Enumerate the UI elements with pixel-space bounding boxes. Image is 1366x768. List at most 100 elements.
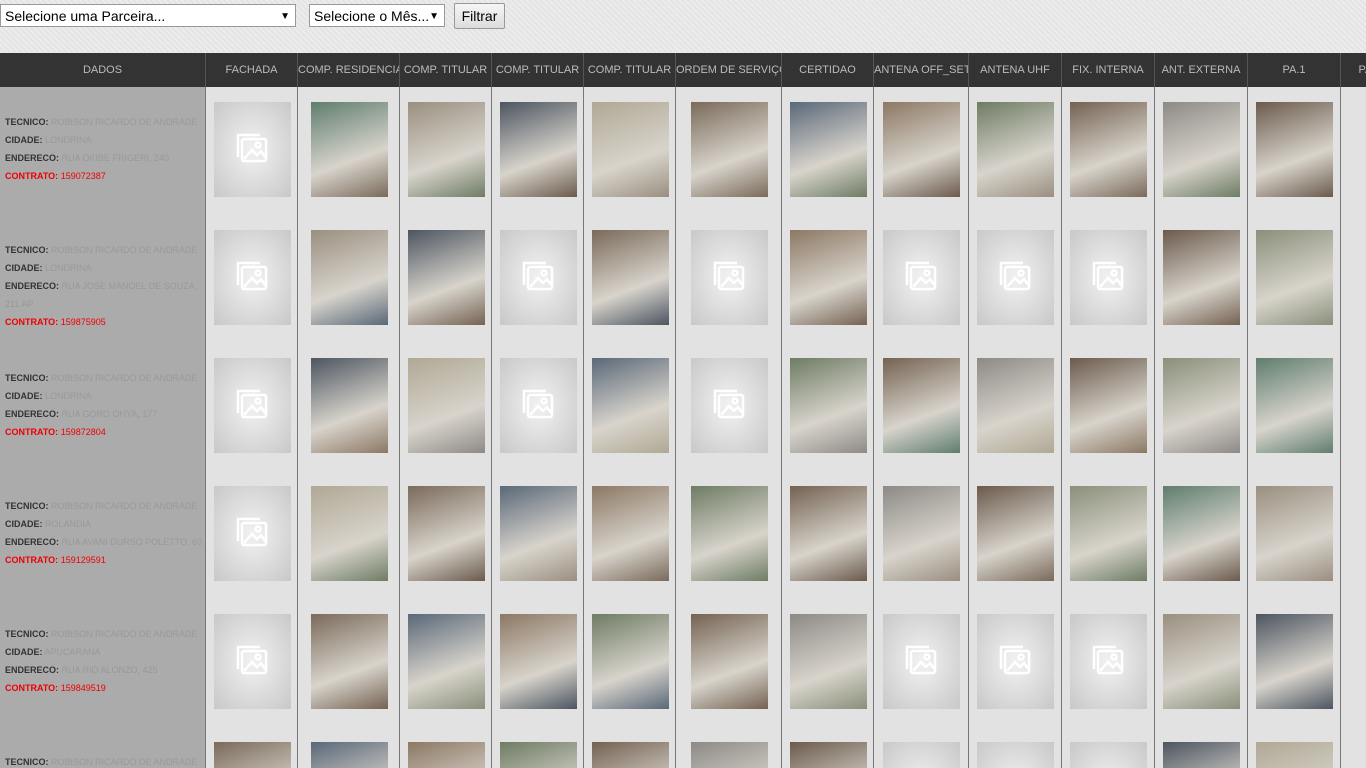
photo-thumb[interactable] (690, 486, 768, 581)
photo-thumb[interactable] (591, 230, 669, 325)
photo-thumb[interactable] (1256, 230, 1333, 325)
filter-button[interactable]: Filtrar (454, 3, 505, 29)
photo-thumb[interactable] (407, 486, 485, 581)
photo-thumb[interactable] (499, 486, 577, 581)
table-header: DADOS FACHADA COMP. RESIDENCIA COMP. TITULA… (0, 53, 1366, 87)
photo-thumb[interactable] (789, 486, 867, 581)
image-icon (232, 259, 272, 300)
info-line: CONTRATO: 159875905 (5, 313, 203, 331)
photo-thumb[interactable] (1163, 230, 1240, 325)
info-value: ROBISON RICARDO DE ANDRADE (51, 757, 198, 767)
photo-thumb[interactable] (1256, 614, 1333, 709)
placeholder-thumb[interactable] (213, 358, 291, 453)
photo-thumb[interactable] (1163, 102, 1240, 197)
photo-thumb[interactable] (883, 358, 960, 453)
placeholder-thumb[interactable] (690, 230, 768, 325)
photo-thumb[interactable] (1070, 358, 1147, 453)
photo-thumb[interactable] (213, 742, 291, 768)
photo-thumb[interactable] (789, 358, 867, 453)
photo-thumb[interactable] (407, 102, 485, 197)
placeholder-thumb[interactable] (1070, 614, 1147, 709)
placeholder-thumb[interactable] (213, 486, 291, 581)
photo-thumb[interactable] (1163, 486, 1240, 581)
filter-bar: Selecione uma Parceira... Selecione o Mê… (0, 0, 1366, 52)
photo-thumb[interactable] (407, 358, 485, 453)
photo-thumb[interactable] (591, 486, 669, 581)
photo-thumb[interactable] (591, 102, 669, 197)
select-parceira[interactable]: Selecione uma Parceira... (0, 4, 296, 28)
photo-thumb[interactable] (1256, 742, 1333, 768)
photo-thumb[interactable] (591, 614, 669, 709)
photo-thumb[interactable] (310, 358, 388, 453)
photo-thumb[interactable] (1070, 102, 1147, 197)
photo-thumb[interactable] (499, 742, 577, 768)
image-icon (232, 643, 272, 684)
placeholder-thumb[interactable] (883, 742, 960, 768)
photo-thumb[interactable] (977, 486, 1054, 581)
info-line: ENDERECO: RUA AVANI DURSO POLETTO, 60 (5, 533, 203, 551)
photo-thumb[interactable] (789, 614, 867, 709)
photo-thumb[interactable] (310, 230, 388, 325)
photo-thumb[interactable] (591, 358, 669, 453)
placeholder-thumb[interactable] (977, 230, 1054, 325)
info-line: ENDERECO: RUA OKIBE FRIGERI, 240 (5, 149, 203, 167)
placeholder-thumb[interactable] (213, 102, 291, 197)
placeholder-thumb[interactable] (499, 358, 577, 453)
photo-thumb[interactable] (690, 614, 768, 709)
photo-thumb[interactable] (690, 102, 768, 197)
info-label: TECNICO: (5, 629, 49, 639)
photo-thumb[interactable] (1163, 614, 1240, 709)
photo-thumb[interactable] (499, 102, 577, 197)
select-mes[interactable]: Selecione o Mês... (309, 4, 445, 28)
placeholder-thumb[interactable] (213, 230, 291, 325)
photo-thumb[interactable] (407, 614, 485, 709)
photo-thumb[interactable] (883, 486, 960, 581)
image-icon (232, 515, 272, 556)
info-value: RUA JOSE MANOEL DE SOUZA, 211 AP (5, 281, 198, 309)
info-line: TECNICO: ROBISON RICARDO DE ANDRADE (5, 241, 203, 259)
info-label: ENDERECO: (5, 537, 60, 547)
photo-thumb[interactable] (499, 614, 577, 709)
photo-thumb[interactable] (310, 102, 388, 197)
photo-thumb[interactable] (977, 358, 1054, 453)
photo-thumb[interactable] (407, 230, 485, 325)
info-value: ROBISON RICARDO DE ANDRADE (51, 373, 198, 383)
info-line: ENDERECO: RUA RIO ALONZO, 425 (5, 661, 203, 679)
info-value: RUA GORO OHYA, 177 (61, 409, 158, 419)
placeholder-thumb[interactable] (883, 614, 960, 709)
placeholder-thumb[interactable] (213, 614, 291, 709)
info-label: CONTRATO: (5, 171, 59, 181)
photo-thumb[interactable] (1163, 358, 1240, 453)
placeholder-thumb[interactable] (690, 358, 768, 453)
photo-thumb[interactable] (1256, 486, 1333, 581)
info-line: TECNICO: ROBISON RICARDO DE ANDRADE (5, 369, 203, 387)
row-info: TECNICO: ROBISON RICARDO DE ANDRADE CIDAD… (5, 497, 203, 569)
info-line: CONTRATO: 159072387 (5, 167, 203, 185)
photo-thumb[interactable] (310, 742, 388, 768)
placeholder-thumb[interactable] (499, 230, 577, 325)
placeholder-thumb[interactable] (977, 742, 1054, 768)
photo-thumb[interactable] (1256, 102, 1333, 197)
placeholder-thumb[interactable] (1070, 742, 1147, 768)
photo-thumb[interactable] (1163, 742, 1240, 768)
info-value: ROBISON RICARDO DE ANDRADE (51, 245, 198, 255)
photo-thumb[interactable] (883, 102, 960, 197)
photo-thumb[interactable] (789, 742, 867, 768)
photo-thumb[interactable] (977, 102, 1054, 197)
photo-thumb[interactable] (789, 230, 867, 325)
photo-thumb[interactable] (310, 614, 388, 709)
photo-thumb[interactable] (1256, 358, 1333, 453)
photo-thumb[interactable] (407, 742, 485, 768)
info-label: CONTRATO: (5, 683, 59, 693)
photo-thumb[interactable] (591, 742, 669, 768)
photo-thumb[interactable] (1070, 486, 1147, 581)
photo-thumb[interactable] (789, 102, 867, 197)
image-icon (709, 259, 749, 300)
image-icon (1088, 259, 1128, 300)
placeholder-thumb[interactable] (1070, 230, 1147, 325)
photo-thumb[interactable] (310, 486, 388, 581)
image-icon (901, 259, 941, 300)
placeholder-thumb[interactable] (883, 230, 960, 325)
placeholder-thumb[interactable] (977, 614, 1054, 709)
photo-thumb[interactable] (690, 742, 768, 768)
